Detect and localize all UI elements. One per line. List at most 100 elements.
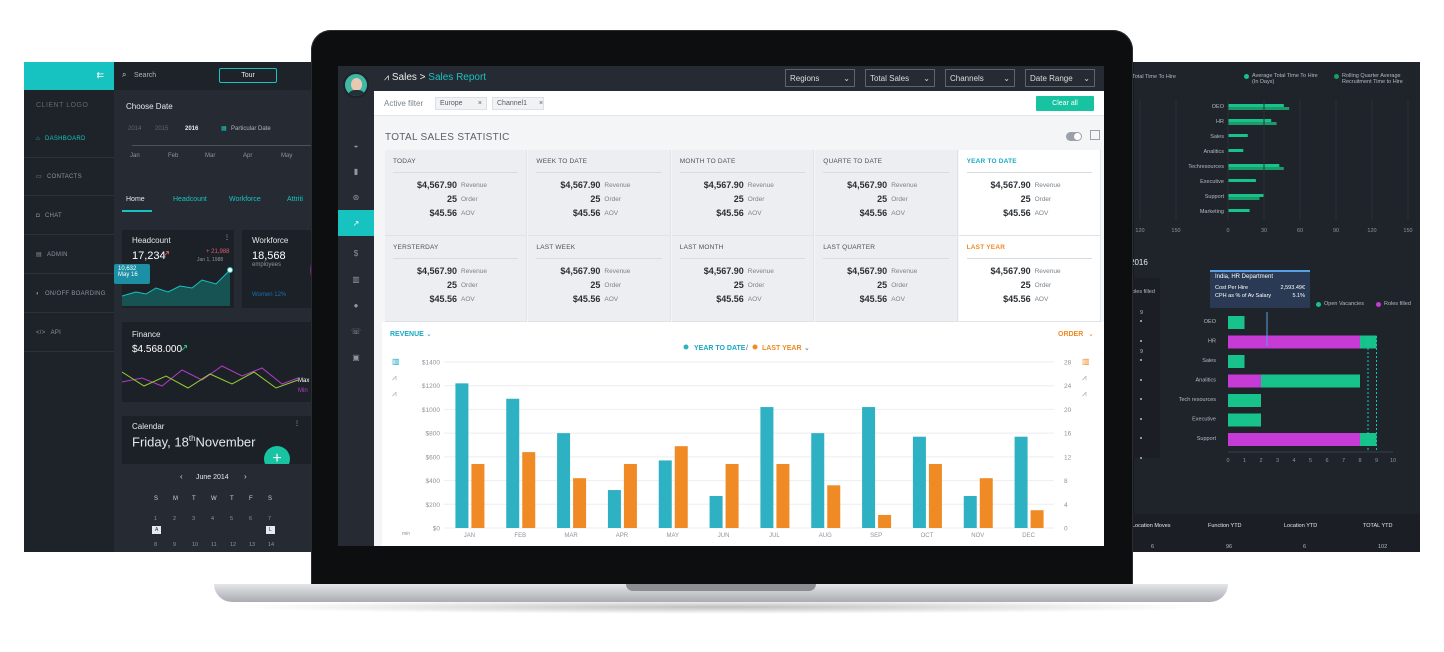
prev-month-icon[interactable]: ‹ bbox=[180, 472, 183, 481]
stat-tile[interactable]: QUARTE TO DATE $4,567.90 Revenue 25 Order $45… bbox=[815, 150, 958, 236]
nav-api[interactable]: </> API bbox=[24, 314, 114, 352]
menu-collapse-icon[interactable]: ⇇ bbox=[96, 70, 104, 80]
avatar[interactable] bbox=[343, 72, 369, 98]
bar-rolling[interactable] bbox=[1228, 122, 1277, 125]
bar-ly-feb[interactable] bbox=[522, 452, 536, 528]
sidebar-broadcast[interactable]: ⊛ bbox=[338, 184, 374, 210]
sidebar-contacts[interactable]: ☏ bbox=[338, 318, 374, 344]
channels-dropdown[interactable]: Channels ⌄ bbox=[945, 69, 1015, 87]
nav-contacts[interactable]: ▭ CONTACTS bbox=[24, 158, 114, 196]
stat-tile[interactable]: LAST WEEK $4,567.90 Revenue 25 Order $45.56 AO… bbox=[528, 236, 671, 322]
bar-rolling[interactable] bbox=[1228, 197, 1260, 200]
view-toggle[interactable] bbox=[1066, 132, 1082, 141]
calendar-more-icon[interactable]: ⋮ bbox=[294, 421, 300, 427]
bar-ly-oct[interactable] bbox=[928, 463, 942, 528]
chart-type-icon[interactable]: ⩘ bbox=[392, 389, 397, 398]
bar-ytd-jul[interactable] bbox=[760, 407, 774, 528]
calendar-day[interactable]: 11 bbox=[211, 542, 217, 548]
stat-tile[interactable]: WEEK TO DATE $4,567.90 Revenue 25 Order $45.5… bbox=[528, 150, 671, 236]
bar-ly-jun[interactable] bbox=[725, 463, 739, 528]
tour-button[interactable]: Tour bbox=[219, 68, 277, 83]
bar-open-vacancies[interactable] bbox=[1228, 316, 1245, 329]
bar-ytd-may[interactable] bbox=[658, 460, 672, 528]
bar-roles-filled[interactable] bbox=[1228, 374, 1261, 388]
year-2015[interactable]: 2015 bbox=[155, 126, 169, 132]
breadcrumb-root[interactable]: Sales bbox=[391, 72, 417, 83]
calendar-day[interactable]: 2 bbox=[173, 516, 177, 522]
month-mar[interactable]: Mar bbox=[205, 153, 216, 159]
bar-open-vacancies[interactable] bbox=[1261, 374, 1360, 388]
bar-ytd-apr[interactable] bbox=[607, 490, 621, 528]
sidebar-users[interactable]: ● bbox=[338, 292, 374, 318]
bar-avg-time[interactable] bbox=[1228, 134, 1248, 137]
chart-type-icon[interactable]: ⩘ bbox=[392, 373, 397, 382]
month-apr[interactable]: Apr bbox=[243, 153, 253, 159]
bar-ytd-nov[interactable] bbox=[963, 495, 977, 528]
bar-avg-time[interactable] bbox=[1228, 119, 1272, 122]
stat-tile[interactable]: LAST YEAR $4,567.90 Revenue 25 Order $45.56 AO… bbox=[958, 236, 1101, 322]
next-month-icon[interactable]: › bbox=[244, 472, 247, 481]
tab-headcount[interactable]: Headcount bbox=[173, 196, 207, 203]
calendar-card[interactable]: Calendar ⋮ Friday, 18thNovember + ‹ June… bbox=[122, 416, 324, 552]
filter-tag-channel1[interactable]: Channel1 × bbox=[492, 97, 544, 110]
bar-ly-sep[interactable] bbox=[878, 514, 892, 528]
order-chevron-icon[interactable]: ⌄ bbox=[1088, 331, 1094, 338]
finance-card[interactable]: Finance $4.568.000 ↗ Max Min bbox=[122, 322, 324, 402]
bar-open-vacancies[interactable] bbox=[1360, 433, 1377, 446]
tab-home[interactable]: Home bbox=[126, 196, 145, 203]
tab-workforce[interactable]: Workforce bbox=[229, 196, 261, 203]
sidebar-security[interactable]: ▣ bbox=[338, 344, 374, 370]
tab-attrition[interactable]: Attriti bbox=[287, 196, 303, 203]
more-icon[interactable]: ⋮ bbox=[224, 235, 230, 241]
bar-avg-time[interactable] bbox=[1228, 194, 1264, 197]
bar-ytd-sep[interactable] bbox=[862, 407, 876, 528]
bar-ytd-aug[interactable] bbox=[811, 433, 825, 528]
nav-admin[interactable]: ▤ ADMIN bbox=[24, 236, 114, 274]
bar-rolling[interactable] bbox=[1228, 107, 1290, 110]
nav-onoff-boarding[interactable]: ◐ ON/OFF BOARDING bbox=[24, 275, 114, 313]
bar-avg-time[interactable] bbox=[1228, 209, 1250, 212]
total-sales-dropdown[interactable]: Total Sales ⌄ bbox=[865, 69, 935, 87]
workforce-card[interactable]: Workforce 18,568 employees Women 12% bbox=[242, 230, 324, 308]
date-range-dropdown[interactable]: Date Range ⌄ bbox=[1025, 69, 1095, 87]
close-icon[interactable]: × bbox=[477, 100, 482, 107]
clear-all-button[interactable]: Clear all bbox=[1036, 96, 1094, 111]
calendar-badge[interactable]: L bbox=[266, 526, 275, 534]
sidebar-dashboard[interactable]: ◒ bbox=[338, 132, 374, 158]
calendar-day[interactable]: 13 bbox=[249, 542, 256, 548]
bar-rolling[interactable] bbox=[1228, 167, 1284, 170]
bar-ly-dec[interactable] bbox=[1030, 510, 1044, 528]
chart-type-icon-right[interactable]: ⩘ bbox=[1082, 373, 1087, 382]
month-timeline[interactable] bbox=[132, 145, 324, 146]
regions-dropdown[interactable]: Regions ⌄ bbox=[785, 69, 855, 87]
chart-type-icon[interactable]: ▥ bbox=[392, 357, 400, 366]
bar-avg-time[interactable] bbox=[1228, 179, 1256, 182]
stat-tile[interactable]: YEAR TO DATE $4,567.90 Revenue 25 Order $45.5… bbox=[958, 150, 1101, 236]
search-input[interactable]: Search bbox=[134, 72, 157, 79]
close-icon[interactable]: × bbox=[538, 100, 544, 107]
expand-icon[interactable] bbox=[1090, 130, 1100, 140]
bar-ytd-dec[interactable] bbox=[1014, 436, 1028, 528]
calendar-day[interactable]: 10 bbox=[192, 542, 199, 548]
bar-open-vacancies[interactable] bbox=[1228, 355, 1245, 368]
nav-dashboard[interactable]: ⌂ DASHBOARD bbox=[24, 120, 114, 158]
sidebar-finance[interactable]: $ bbox=[338, 240, 374, 266]
bar-avg-time[interactable] bbox=[1228, 104, 1284, 107]
bar-avg-time[interactable] bbox=[1228, 149, 1244, 152]
month-jan[interactable]: Jan bbox=[130, 153, 140, 159]
calendar-day[interactable]: 9 bbox=[173, 542, 177, 548]
calendar-day[interactable]: 12 bbox=[230, 542, 237, 548]
year-2016[interactable]: 2016 bbox=[185, 126, 199, 132]
bar-ytd-mar[interactable] bbox=[557, 433, 571, 528]
particular-date[interactable]: Particular Date bbox=[231, 126, 271, 132]
calendar-day[interactable]: 8 bbox=[154, 542, 158, 548]
stat-tile[interactable]: LAST MONTH $4,567.90 Revenue 25 Order $45.56 A… bbox=[671, 236, 815, 322]
calendar-day[interactable]: 5 bbox=[230, 516, 234, 522]
stat-tile[interactable]: LAST QUARTER $4,567.90 Revenue 25 Order $45.5… bbox=[815, 236, 958, 322]
headcount-card[interactable]: Headcount 17,234 ↗ + 21,988 Jan 1, 1988 … bbox=[114, 230, 234, 308]
bar-open-vacancies[interactable] bbox=[1228, 413, 1261, 427]
sidebar-documents[interactable]: ▮ bbox=[338, 158, 374, 184]
bar-ly-nov[interactable] bbox=[979, 478, 993, 528]
year-2014[interactable]: 2014 bbox=[128, 126, 142, 132]
calendar-day[interactable]: 6 bbox=[249, 516, 253, 522]
